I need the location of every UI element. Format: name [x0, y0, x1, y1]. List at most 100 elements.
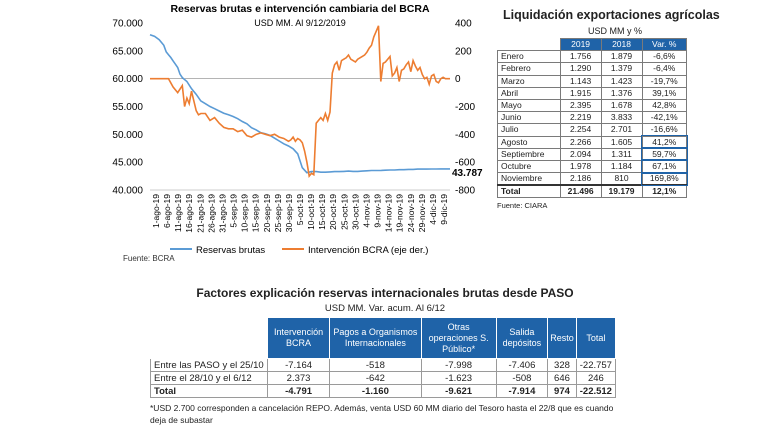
liq-cell-y2019: 2.254 [559, 123, 602, 137]
fac-cell-c3: -7.998 [420, 358, 497, 372]
fac-cell-c2: -1.160 [329, 384, 422, 398]
liq-cell-y2018: 1.376 [600, 86, 643, 100]
liq-row: Abril 1.915 1.376 39,1% [497, 86, 687, 100]
liq-row: Octubre 1.978 1.184 67,1% [497, 159, 688, 174]
x-tick-label: 19-nov-19 [395, 194, 405, 233]
fac-header-otras: Otras operaciones S. Público* [420, 317, 497, 359]
liq-row: Marzo 1.143 1.423 -19,7% [497, 74, 687, 88]
fac-cell-c1: 2.373 [266, 371, 331, 385]
liq-cell-mes: Julio [497, 123, 561, 137]
left-tick-label: 70.000 [112, 19, 143, 30]
liq-header-2018: 2018 [600, 37, 643, 52]
right-tick-label: -800 [455, 186, 475, 197]
liquidacion-source: Fuente: CIARA [497, 201, 548, 211]
liq-cell-mes: Total [497, 184, 561, 199]
liq-header-2019: 2019 [559, 37, 602, 52]
x-tick-label: 20-sep-19 [262, 194, 272, 233]
liq-cell-mes: Octubre [497, 159, 561, 174]
liquidacion-title: Liquidación exportaciones agrícolas [503, 8, 720, 22]
fac-cell-c2: -518 [329, 358, 422, 372]
x-tick-label: 10-sep-19 [240, 194, 250, 233]
left-tick-label: 45.000 [112, 158, 143, 169]
left-tick-label: 60.000 [112, 74, 143, 85]
fac-header-pagos: Pagos a Organismos Internacionales [329, 317, 422, 359]
liq-cell-mes: Noviembre [497, 172, 561, 186]
fac-row: Entre el 28/10 y el 6/12 2.373 -642 -1.623-… [150, 371, 617, 385]
fac-cell-c1: -7.164 [266, 358, 331, 372]
liq-row: Enero 1.756 1.879 -6,6% [497, 50, 687, 64]
x-tick-label: 9-dic-19 [439, 194, 449, 225]
fac-cell-c1: -4.791 [266, 384, 331, 398]
liq-cell-y2018: 1.678 [600, 98, 643, 113]
liq-cell-y2019: 2.219 [559, 111, 602, 125]
liq-cell-var: -19,7% [641, 74, 687, 88]
factores-table: Intervención BCRA Pagos a Organismos Int… [150, 317, 617, 398]
liq-row: Febrero 1.290 1.379 -6,4% [497, 62, 687, 76]
liq-cell-var: -6,4% [641, 62, 687, 76]
x-tick-label: 16-ago-19 [184, 194, 194, 233]
x-tick-label: 30-oct-19 [350, 194, 360, 230]
left-tick-label: 55.000 [112, 102, 143, 113]
liq-header-var: Var. % [641, 37, 687, 52]
fac-cell-c4: -7.406 [495, 358, 549, 372]
fac-header-salida: Salida depósitos [495, 317, 549, 359]
liq-row: Mayo 2.395 1.678 42,8% [497, 98, 687, 113]
liq-cell-y2018: 2.701 [600, 123, 643, 137]
x-tick-label: 31-ago-19 [217, 194, 227, 233]
fac-body: Entre las PASO y el 25/10 -7.164 -518 -7.99… [150, 358, 617, 398]
liq-row: Julio 2.254 2.701 -16,6% [497, 123, 687, 137]
liq-cell-var: 169,8% [641, 171, 688, 187]
x-tick-label: 5-sep-19 [229, 194, 239, 228]
last-value-label: 43.787 [452, 168, 483, 179]
fac-header-total: Total [575, 317, 617, 359]
left-tick-label: 40.000 [112, 186, 143, 197]
x-tick-label: 26-ago-19 [206, 194, 216, 233]
liq-cell-y2018: 1.423 [600, 74, 643, 88]
fac-header-blank [150, 317, 268, 359]
right-tick-label: 200 [455, 46, 472, 57]
right-tick-label: -600 [455, 158, 475, 169]
liq-row: Noviembre 2.186 810 169,8% [497, 171, 688, 187]
liq-cell-mes: Abril [497, 86, 561, 100]
fac-cell-c3: -9.621 [420, 384, 497, 398]
liq-cell-var: -42,1% [641, 111, 687, 125]
x-tick-label: 9-nov-19 [373, 194, 383, 228]
liq-cell-var: -16,6% [641, 123, 687, 137]
factores-panel: Factores explicación reservas internacio… [150, 286, 620, 426]
liq-cell-y2019: 1.290 [559, 62, 602, 76]
x-tick-label: 14-nov-19 [384, 194, 394, 233]
x-tick-label: 20-oct-19 [328, 194, 338, 230]
liq-cell-y2018: 3.833 [600, 111, 643, 125]
fac-cell-c5: 328 [547, 358, 577, 372]
fac-cell-c2: -642 [329, 371, 422, 385]
x-axis-ticks: 1-ago-19 6-ago-19 11-ago-19 16-ago-19 21-ago… [150, 189, 450, 233]
x-tick-label: 15-oct-19 [317, 194, 327, 230]
right-tick-label: 0 [455, 74, 461, 85]
x-tick-label: 4-nov-19 [361, 194, 371, 228]
left-tick-label: 65.000 [112, 46, 143, 57]
liq-cell-var: 39,1% [641, 86, 687, 100]
liq-cell-mes: Marzo [497, 74, 561, 88]
legend-reservas-label: Reservas brutas [196, 245, 265, 256]
liq-cell-y2019: 2.186 [559, 172, 602, 186]
reservas-line [149, 33, 450, 174]
factores-note: *USD 2.700 corresponden a cancelación RE… [150, 402, 620, 426]
liq-cell-var: 59,7% [641, 147, 688, 162]
liq-cell-y2018: 1.379 [600, 62, 643, 76]
liq-cell-y2019: 2.266 [559, 135, 602, 149]
fac-cell-c6: -22.512 [575, 384, 617, 398]
liq-header-blank [497, 38, 561, 51]
fac-cell-c4: -7.914 [495, 384, 549, 398]
chart-title: Reservas brutas e intervención cambiaria… [170, 3, 430, 15]
liq-cell-y2019: 1.978 [559, 159, 602, 174]
fac-cell-label: Entre el 28/10 y el 6/12 [150, 371, 268, 385]
fac-cell-label: Entre las PASO y el 25/10 [150, 358, 268, 372]
x-tick-label: 1-ago-19 [151, 194, 161, 228]
factores-title: Factores explicación reservas internacio… [196, 286, 574, 300]
liq-body: Enero 1.756 1.879 -6,6% Febrero 1.290 1.379 -6,… [497, 50, 688, 199]
fac-row: Entre las PASO y el 25/10 -7.164 -518 -7.99… [150, 358, 617, 372]
factores-note-line2: deja de subastar [150, 415, 213, 425]
x-tick-label: 25-sep-19 [273, 194, 283, 233]
liq-cell-mes: Enero [497, 50, 561, 64]
fac-header-resto: Resto [547, 317, 577, 359]
